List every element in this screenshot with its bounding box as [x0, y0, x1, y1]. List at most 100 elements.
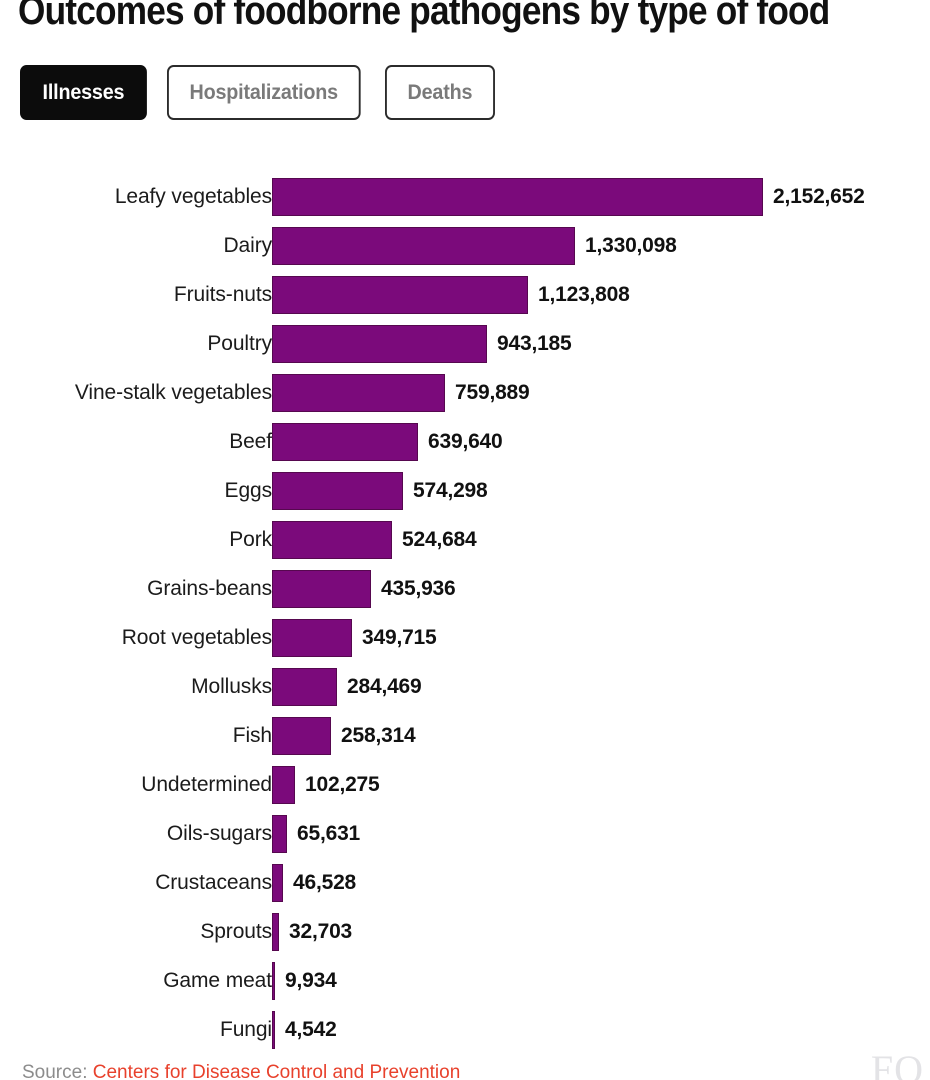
- bar[interactable]: [272, 177, 763, 216]
- category-label: Root vegetables: [121, 625, 272, 649]
- bar-value-label: 1,330,098: [585, 233, 677, 257]
- tab-illnesses[interactable]: Illnesses: [20, 65, 147, 120]
- bar-row[interactable]: Poultry 943,185: [0, 319, 930, 368]
- bar-row[interactable]: Grains-beans 435,936: [0, 564, 930, 613]
- bar-track: 258,314: [272, 716, 930, 755]
- category-label: Fungi: [219, 1017, 272, 1041]
- bar[interactable]: [272, 520, 392, 559]
- page-title: Outcomes of foodborne pathogens by type …: [18, 0, 830, 33]
- bar-row[interactable]: Vine-stalk vegetables 759,889: [0, 368, 930, 417]
- bar-row[interactable]: Sprouts 32,703: [0, 907, 930, 956]
- bar-row[interactable]: Eggs 574,298: [0, 466, 930, 515]
- bar-value-label: 258,314: [341, 723, 416, 747]
- bar[interactable]: [272, 716, 331, 755]
- bar-value-label: 524,684: [402, 527, 477, 551]
- bar-value-label: 759,889: [455, 380, 530, 404]
- bar-row[interactable]: Fungi 4,542: [0, 1005, 930, 1054]
- bar-track: 65,631: [272, 814, 930, 853]
- bar-track: 759,889: [272, 373, 930, 412]
- bar-row[interactable]: Undetermined 102,275: [0, 760, 930, 809]
- bar-track: 46,528: [272, 863, 930, 902]
- tab-hospitalizations[interactable]: Hospitalizations: [166, 65, 361, 120]
- category-label: Oils-sugars: [166, 821, 272, 845]
- bar[interactable]: [272, 471, 403, 510]
- category-label: Grains-beans: [147, 576, 272, 600]
- bar-value-label: 1,123,808: [538, 282, 630, 306]
- bar[interactable]: [272, 569, 371, 608]
- category-label: Leafy vegetables: [114, 184, 272, 208]
- bar-value-label: 32,703: [289, 919, 353, 943]
- bar[interactable]: [272, 814, 287, 853]
- bar-track: 284,469: [272, 667, 930, 706]
- bar-track: 349,715: [272, 618, 930, 657]
- bar-value-label: 9,934: [285, 968, 337, 992]
- bar-row[interactable]: Crustaceans 46,528: [0, 858, 930, 907]
- bar-row[interactable]: Oils-sugars 65,631: [0, 809, 930, 858]
- category-label: Crustaceans: [155, 870, 272, 894]
- bar-track: 524,684: [272, 520, 930, 559]
- bar-value-label: 435,936: [381, 576, 456, 600]
- bar-row[interactable]: Fruits-nuts 1,123,808: [0, 270, 930, 319]
- category-label: Fish: [232, 723, 272, 747]
- category-label: Dairy: [223, 233, 272, 257]
- bar[interactable]: [272, 324, 487, 363]
- bar[interactable]: [272, 765, 295, 804]
- bar-value-label: 574,298: [413, 478, 488, 502]
- bar-track: 9,934: [272, 961, 930, 1000]
- category-label: Mollusks: [191, 674, 272, 698]
- forbes-watermark: FO: [870, 1047, 924, 1080]
- bar-row[interactable]: Beef 639,640: [0, 417, 930, 466]
- tab-deaths[interactable]: Deaths: [384, 65, 495, 120]
- category-label: Vine-stalk vegetables: [74, 380, 272, 404]
- bar[interactable]: [272, 226, 575, 265]
- category-label: Game meat: [163, 968, 272, 992]
- bar-row[interactable]: Leafy vegetables 2,152,652: [0, 172, 930, 221]
- bar-row[interactable]: Pork 524,684: [0, 515, 930, 564]
- bar-track: 1,330,098: [272, 226, 930, 265]
- bar-row[interactable]: Mollusks 284,469: [0, 662, 930, 711]
- bar[interactable]: [272, 618, 352, 657]
- bar-track: 639,640: [272, 422, 930, 461]
- bar-value-label: 2,152,652: [773, 184, 865, 208]
- source-prefix: Source:: [22, 1062, 93, 1080]
- bar[interactable]: [272, 1010, 275, 1049]
- bar-track: 1,123,808: [272, 275, 930, 314]
- category-label: Undetermined: [141, 772, 272, 796]
- bar[interactable]: [272, 275, 528, 314]
- bar-row[interactable]: Dairy 1,330,098: [0, 221, 930, 270]
- bar-value-label: 65,631: [297, 821, 361, 845]
- bar-track: 574,298: [272, 471, 930, 510]
- bar[interactable]: [272, 667, 337, 706]
- source-link[interactable]: Centers for Disease Control and Preventi…: [92, 1062, 461, 1080]
- bar[interactable]: [272, 912, 279, 951]
- category-label: Sprouts: [200, 919, 272, 943]
- bar-row[interactable]: Fish 258,314: [0, 711, 930, 760]
- bar[interactable]: [272, 863, 283, 902]
- bar[interactable]: [272, 422, 418, 461]
- bar[interactable]: [272, 373, 445, 412]
- category-label: Beef: [229, 429, 272, 453]
- bar-value-label: 943,185: [497, 331, 572, 355]
- bar[interactable]: [272, 961, 275, 1000]
- bar-chart: Leafy vegetables 2,152,652 Dairy 1,330,098 F…: [0, 172, 930, 1054]
- category-label: Eggs: [224, 478, 273, 502]
- outcome-tab-group: Illnesses Hospitalizations Deaths: [20, 65, 502, 120]
- bar-track: 4,542: [272, 1010, 930, 1049]
- bar-value-label: 4,542: [285, 1017, 337, 1041]
- category-label: Pork: [229, 527, 272, 551]
- bar-track: 2,152,652: [272, 177, 930, 216]
- bar-track: 102,275: [272, 765, 930, 804]
- bar-row[interactable]: Root vegetables 349,715: [0, 613, 930, 662]
- category-label: Poultry: [207, 331, 272, 355]
- bar-track: 32,703: [272, 912, 930, 951]
- bar-value-label: 46,528: [293, 870, 357, 894]
- bar-track: 943,185: [272, 324, 930, 363]
- bar-row[interactable]: Game meat 9,934: [0, 956, 930, 1005]
- bar-track: 435,936: [272, 569, 930, 608]
- bar-value-label: 639,640: [428, 429, 503, 453]
- bar-value-label: 284,469: [347, 674, 422, 698]
- category-label: Fruits-nuts: [173, 282, 272, 306]
- bar-value-label: 102,275: [305, 772, 380, 796]
- bar-value-label: 349,715: [362, 625, 437, 649]
